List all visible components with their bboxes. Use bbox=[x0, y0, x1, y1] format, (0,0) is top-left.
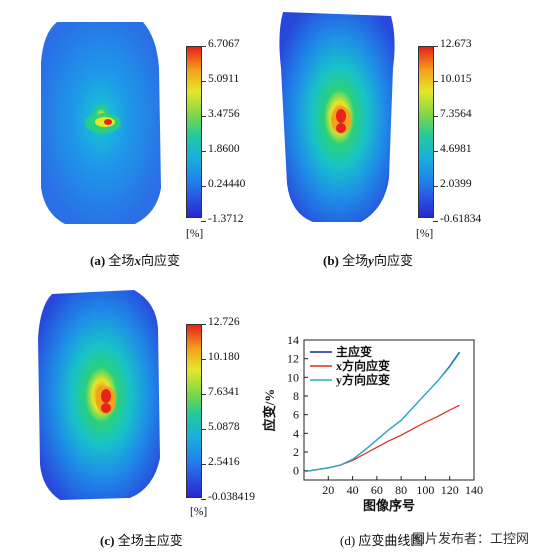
series-line-3 bbox=[303, 352, 460, 473]
x-tick-label: 80 bbox=[395, 483, 407, 497]
watermark: 图片发布者：工控网 bbox=[411, 532, 529, 547]
legend-entry-2: x方向应变 bbox=[336, 358, 390, 373]
colorbar-b-tick: 12.673 bbox=[433, 38, 472, 50]
strain-map-a bbox=[41, 22, 161, 224]
colorbar-b-tick: 7.3564 bbox=[433, 108, 472, 120]
colorbar-c-tick: 12.726 bbox=[201, 316, 240, 328]
x-tick-label: 100 bbox=[416, 483, 434, 497]
colorbar-c bbox=[186, 324, 202, 498]
y-tick-label: 10 bbox=[287, 370, 299, 384]
colorbar-a-tick: 6.7067 bbox=[201, 38, 240, 50]
colorbar-b-tick: 10.015 bbox=[433, 73, 472, 85]
colorbar-a-tick: 0.24440 bbox=[200, 178, 246, 190]
colorbar-b-unit: [%] bbox=[416, 228, 434, 240]
y-tick-label: 8 bbox=[293, 389, 299, 403]
legend-entry-3: y方向应变 bbox=[336, 372, 390, 387]
colorbar-b-tick: 2.0399 bbox=[433, 178, 472, 190]
colorbar-b-tick: -0.61834 bbox=[432, 213, 482, 225]
colorbar-b bbox=[418, 46, 434, 218]
legend-entry-1: 主应变 bbox=[336, 344, 372, 359]
y-tick-label: 6 bbox=[293, 408, 299, 422]
x-tick-label: 40 bbox=[347, 483, 359, 497]
x-axis-label: 图像序号 bbox=[363, 498, 415, 513]
colorbar-c-unit: [%] bbox=[190, 506, 208, 518]
colorbar-c-tick: 2.5416 bbox=[201, 456, 240, 468]
colorbar-c-tick: 5.0878 bbox=[201, 421, 240, 433]
x-tick-label: 120 bbox=[441, 483, 459, 497]
y-tick-label: 12 bbox=[287, 352, 299, 366]
colorbar-c-tick: 10.180 bbox=[201, 351, 240, 363]
panel-a: 6.7067 5.0911 3.4756 1.8600 0.24440 -1.3… bbox=[0, 0, 270, 275]
strain-map-b bbox=[279, 12, 395, 222]
strain-curve-chart: 20 40 60 80 100 120 140 0 2 4 6 8 10 12 14 图像序号 应变/% 主应变x… bbox=[262, 333, 483, 513]
caption-d: (d) 应变曲线图 bbox=[340, 533, 424, 548]
y-tick-label: 14 bbox=[287, 333, 299, 347]
caption-a: (a) 全场x向应变 bbox=[90, 253, 180, 268]
y-tick-label: 0 bbox=[293, 464, 299, 478]
y-axis-label: 应变/% bbox=[262, 389, 277, 432]
colorbar-a bbox=[186, 46, 202, 218]
colorbar-c-tick: 7.6341 bbox=[201, 386, 240, 398]
panel-b: 12.673 10.015 7.3564 4.6981 2.0399 -0.61… bbox=[268, 0, 537, 275]
caption-c: (c) 全场主应变 bbox=[100, 533, 183, 548]
colorbar-b-tick: 4.6981 bbox=[433, 143, 472, 155]
plot-frame bbox=[303, 339, 475, 481]
x-tick-label: 140 bbox=[465, 483, 483, 497]
strain-map-c bbox=[38, 290, 160, 500]
x-tick-label: 60 bbox=[371, 483, 383, 497]
colorbar-a-tick: 1.8600 bbox=[201, 143, 240, 155]
caption-b: (b) 全场y向应变 bbox=[323, 253, 413, 268]
colorbar-a-tick: 3.4756 bbox=[201, 108, 240, 120]
y-tick-label: 2 bbox=[293, 445, 299, 459]
y-tick-label: 4 bbox=[293, 426, 299, 440]
x-tick-label: 20 bbox=[322, 483, 334, 497]
series-line-2 bbox=[303, 404, 460, 473]
colorbar-a-tick: -1.3712 bbox=[200, 213, 244, 225]
panel-c: 12.726 10.180 7.6341 5.0878 2.5416 -0.03… bbox=[0, 280, 270, 555]
colorbar-c-tick: -0.038419 bbox=[201, 491, 255, 503]
colorbar-a-unit: [%] bbox=[186, 228, 204, 240]
colorbar-a-tick: 5.0911 bbox=[200, 73, 240, 85]
